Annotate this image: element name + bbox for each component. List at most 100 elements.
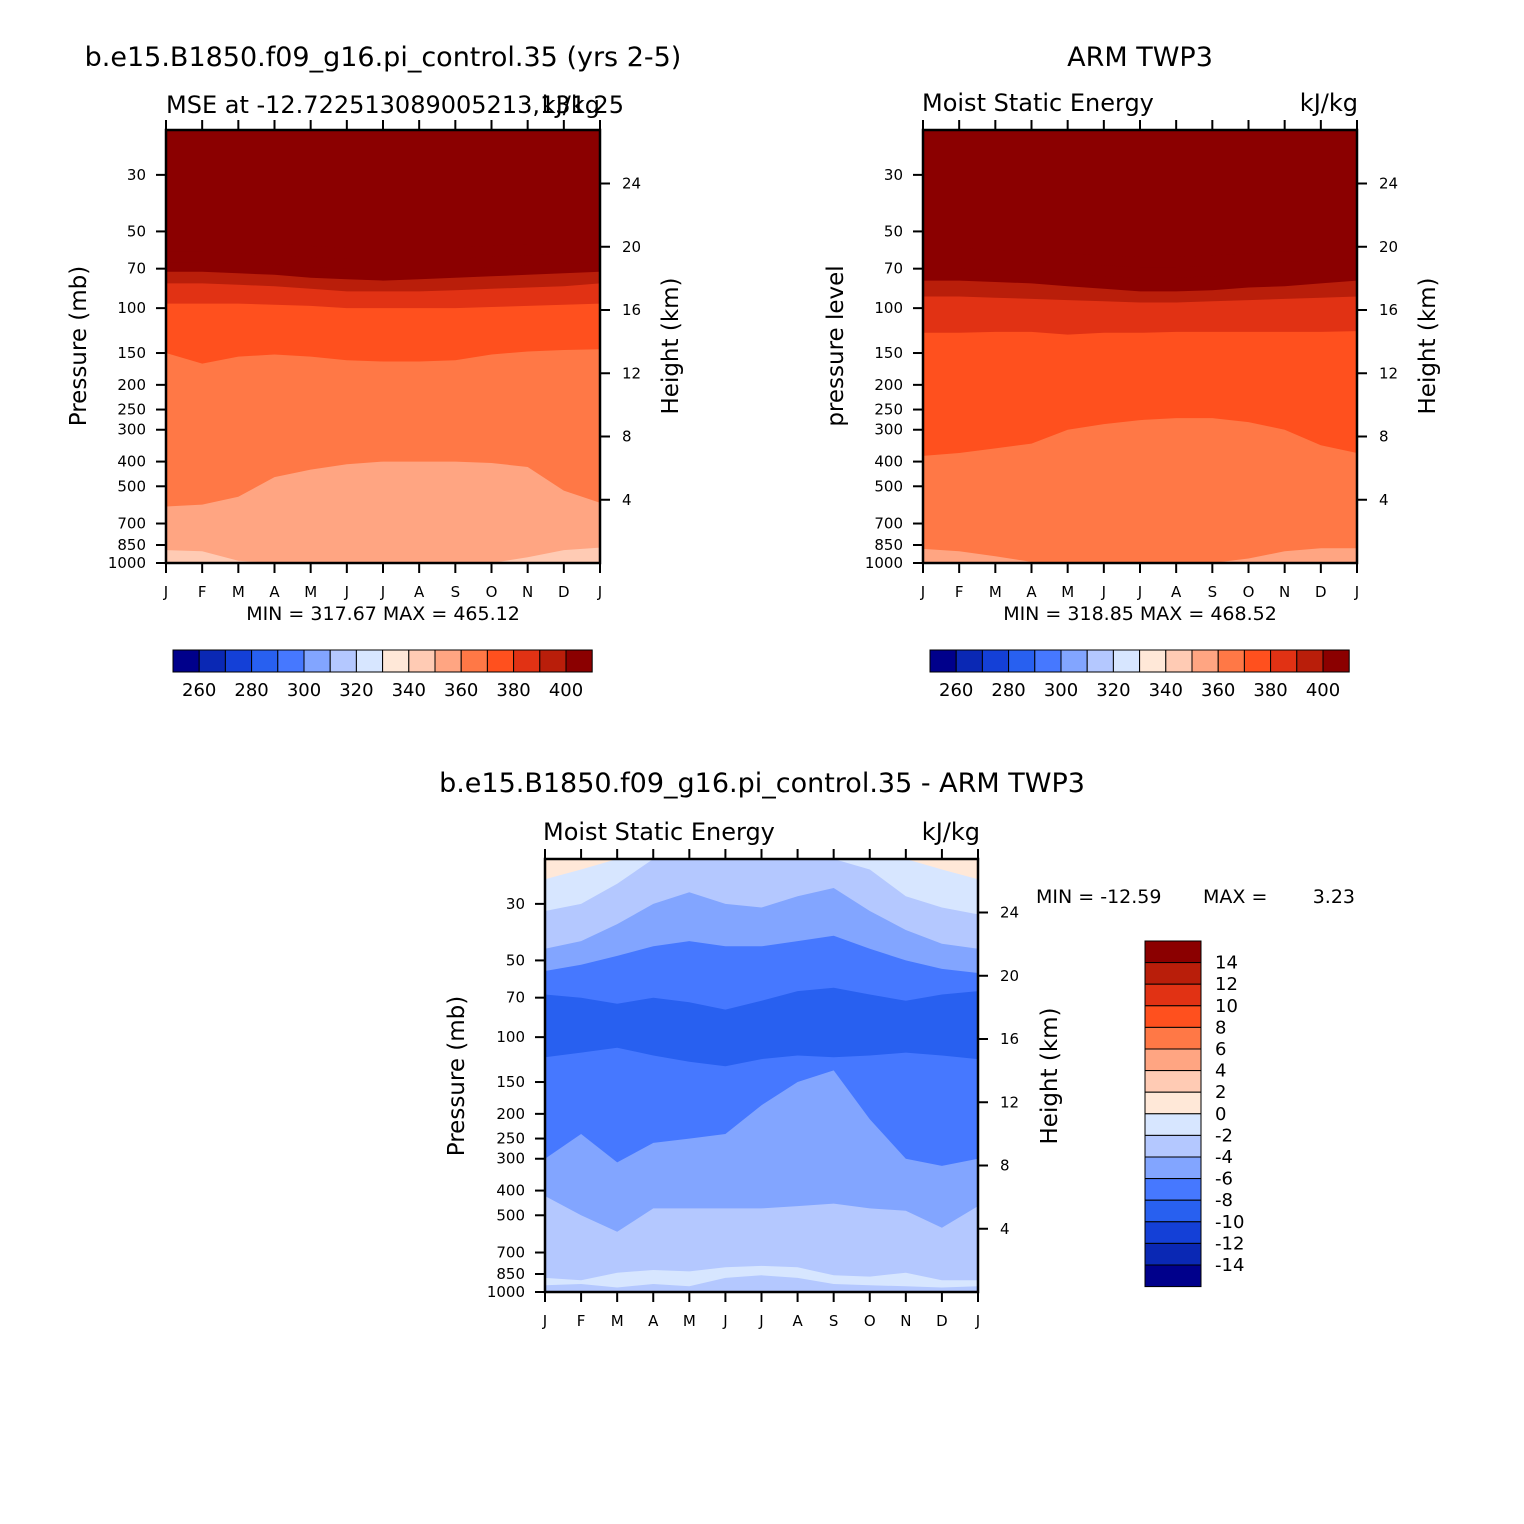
colorbar-swatch xyxy=(1112,649,1141,673)
y-right-tick-label: 4 xyxy=(1379,491,1389,509)
panel1-title: b.e15.B1850.f09_g16.pi_control.35 (yrs 2… xyxy=(85,42,682,73)
x-tick-label: J xyxy=(597,583,602,601)
colorbar-label: -14 xyxy=(1215,1255,1244,1276)
colorbar-swatch xyxy=(1191,649,1219,673)
y-tick-label: 70 xyxy=(506,989,525,1007)
y-tick-label: 250 xyxy=(874,401,903,419)
x-tick-label: S xyxy=(451,583,461,601)
panel1-subtitle-right: kJ/kg xyxy=(542,91,600,119)
x-tick-label: M xyxy=(611,1312,624,1330)
x-tick-label: J xyxy=(975,1312,980,1330)
panel1-minmax: MIN = 317.67 MAX = 465.12 xyxy=(246,603,520,625)
y-tick-label: 850 xyxy=(874,536,903,554)
contour-band xyxy=(545,1275,978,1292)
colorbar-label: 12 xyxy=(1215,974,1238,995)
x-tick-label: J xyxy=(758,1312,763,1330)
x-tick-label: S xyxy=(829,1312,839,1330)
contour-band xyxy=(166,547,600,563)
colorbar-swatch xyxy=(1144,983,1202,1007)
y-tick-label: 700 xyxy=(496,1244,525,1262)
y-tick-label: 700 xyxy=(117,515,146,533)
y-right-tick-label: 16 xyxy=(1000,1030,1019,1048)
y-right-tick-label: 24 xyxy=(1000,904,1019,922)
x-tick-label: M xyxy=(683,1312,696,1330)
colorbar-swatch xyxy=(1296,649,1324,673)
colorbar-swatch xyxy=(1217,649,1245,673)
y-tick-label: 500 xyxy=(117,477,146,495)
y-tick-label: 250 xyxy=(496,1130,525,1148)
colorbar-swatch xyxy=(329,649,357,673)
y-tick-label: 100 xyxy=(117,299,146,317)
colorbar-label: 380 xyxy=(496,680,530,701)
colorbar-label: 360 xyxy=(1201,680,1235,701)
y-tick-label: 50 xyxy=(884,222,903,240)
colorbar-label: 340 xyxy=(1149,680,1183,701)
panel1-subtitle-left: MSE at -12.722513089005213,131.25 xyxy=(166,91,624,119)
y-tick-label: 70 xyxy=(127,260,146,278)
panel3-max-value: 3.23 xyxy=(1313,886,1355,908)
y-tick-label: 300 xyxy=(117,421,146,439)
colorbar-label: -10 xyxy=(1215,1212,1244,1233)
y-tick-label: 250 xyxy=(117,401,146,419)
colorbar-label: 4 xyxy=(1215,1061,1226,1082)
colorbar-swatch xyxy=(198,649,226,673)
colorbar-label: -8 xyxy=(1215,1190,1233,1211)
x-tick-label: A xyxy=(1026,583,1037,601)
x-tick-label: J xyxy=(722,1312,727,1330)
panel2-contour-fills xyxy=(923,130,1357,563)
colorbar-swatch xyxy=(1086,649,1114,673)
colorbar-label: 280 xyxy=(234,680,268,701)
y-tick-label: 700 xyxy=(874,515,903,533)
colorbar-label: 8 xyxy=(1215,1017,1226,1038)
y-tick-label: 200 xyxy=(496,1105,525,1123)
y-tick-label: 50 xyxy=(127,222,146,240)
x-tick-label: F xyxy=(955,583,964,601)
colorbar-swatch xyxy=(460,649,488,673)
panel3-ylabel: Pressure (mb) xyxy=(444,996,470,1156)
colorbar-swatch xyxy=(486,649,515,673)
y-right-tick-label: 20 xyxy=(1379,238,1398,256)
contour-band xyxy=(923,548,1357,563)
colorbar-swatch xyxy=(1144,1242,1202,1266)
x-tick-label: A xyxy=(1171,583,1182,601)
x-tick-label: N xyxy=(900,1312,911,1330)
panel1-ylabel-right: Height (km) xyxy=(658,277,684,414)
colorbar-swatch xyxy=(303,649,331,673)
colorbar-swatch xyxy=(1144,1264,1202,1288)
colorbar-swatch xyxy=(172,649,200,673)
y-tick-label: 70 xyxy=(884,260,903,278)
colorbar-swatch xyxy=(1144,1178,1202,1201)
x-tick-label: J xyxy=(1101,583,1106,601)
y-tick-label: 500 xyxy=(874,477,903,495)
colorbar-swatch xyxy=(1144,1048,1202,1072)
panel2-title: ARM TWP3 xyxy=(1067,42,1213,73)
colorbar-label: 400 xyxy=(549,680,583,701)
y-right-tick-label: 20 xyxy=(622,238,641,256)
y-right-tick-label: 8 xyxy=(1379,428,1389,446)
y-tick-label: 850 xyxy=(496,1265,525,1283)
colorbar-label: 14 xyxy=(1215,953,1238,974)
colorbar-label: 300 xyxy=(1044,680,1078,701)
colorbar-swatch xyxy=(1139,649,1167,673)
y-tick-label: 200 xyxy=(874,376,903,394)
x-tick-label: A xyxy=(648,1312,659,1330)
colorbar-swatch xyxy=(382,649,410,673)
y-tick-label: 150 xyxy=(117,344,146,362)
panel3-min: MIN = -12.59 xyxy=(1036,886,1161,908)
y-tick-label: 150 xyxy=(874,344,903,362)
y-tick-label: 30 xyxy=(127,166,146,184)
colorbar-label: 6 xyxy=(1215,1039,1226,1060)
plot-layer: J F M A M J J A S O N D J305070100150200250300400500… xyxy=(108,120,1398,1330)
colorbar-label: -12 xyxy=(1215,1233,1244,1254)
panel3-subtitle-right: kJ/kg xyxy=(922,818,980,846)
y-right-tick-label: 4 xyxy=(622,491,632,509)
colorbar-swatch xyxy=(1243,649,1272,673)
x-tick-label: N xyxy=(522,583,533,601)
colorbar-swatch xyxy=(981,649,1010,673)
y-right-tick-label: 16 xyxy=(622,301,641,319)
y-right-tick-label: 4 xyxy=(1000,1220,1010,1238)
x-tick-label: A xyxy=(414,583,425,601)
x-tick-label: S xyxy=(1208,583,1218,601)
y-tick-label: 200 xyxy=(117,376,146,394)
